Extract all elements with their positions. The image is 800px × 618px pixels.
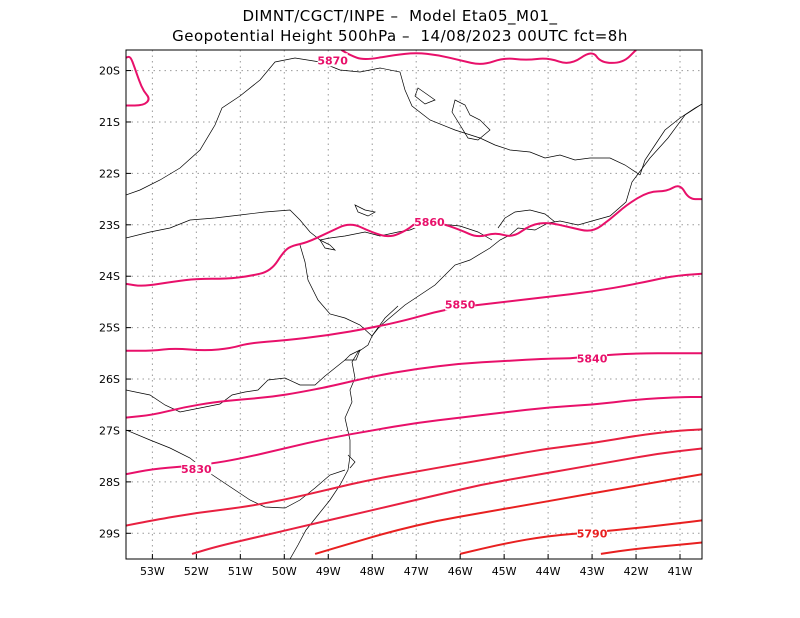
lon-tick-label: 48W bbox=[360, 565, 385, 578]
state-border bbox=[299, 244, 373, 337]
coastline-detail bbox=[344, 305, 399, 469]
contour-labels: 5870 5860 5850 5840 5830 5790 bbox=[181, 53, 608, 540]
state-border bbox=[126, 57, 641, 196]
contour-label: 5860 bbox=[414, 216, 445, 229]
lon-tick-label: 50W bbox=[272, 565, 297, 578]
map-subtitle: Geopotential Height 500hPa – 14/08/2023 … bbox=[172, 27, 628, 45]
contour-label-background bbox=[445, 297, 476, 311]
lat-tick-label: 21S bbox=[99, 116, 120, 129]
lon-tick-label: 42W bbox=[624, 565, 649, 578]
plot-frame bbox=[125, 49, 703, 560]
contour-label: 5790 bbox=[577, 527, 608, 540]
lon-tick-label: 52W bbox=[184, 565, 209, 578]
state-border bbox=[126, 359, 346, 413]
lat-tick-label: 29S bbox=[99, 527, 120, 540]
lat-tick-label: 28S bbox=[99, 476, 120, 489]
state-border bbox=[639, 103, 702, 176]
contour-line-5800 bbox=[314, 473, 702, 555]
contour-label-background bbox=[577, 351, 608, 365]
contour-line-5860 bbox=[126, 185, 702, 287]
lon-tick-label: 47W bbox=[404, 565, 429, 578]
contour-line-5780 bbox=[600, 541, 702, 555]
contour-line-5820 bbox=[126, 428, 702, 527]
contour-label: 5830 bbox=[181, 463, 212, 476]
state-border bbox=[497, 209, 556, 229]
contour-label-background bbox=[414, 215, 445, 229]
contour-line-5830 bbox=[126, 396, 702, 476]
lon-tick-label: 45W bbox=[492, 565, 517, 578]
lake-outline bbox=[414, 87, 491, 141]
lat-tick-label: 24S bbox=[99, 270, 120, 283]
lon-tick-label: 41W bbox=[668, 565, 693, 578]
contour-label: 5840 bbox=[577, 352, 608, 365]
coastline bbox=[289, 103, 702, 559]
lat-tick-label: 20S bbox=[99, 65, 120, 78]
lon-tick-label: 44W bbox=[536, 565, 561, 578]
contour-label: 5870 bbox=[317, 54, 348, 67]
contour-line-5790 bbox=[459, 519, 702, 555]
axis-tick-labels: 53W 52W 51W 50W 49W 48W 47W 46W 45W 44W 43W 42W 41W 2… bbox=[99, 65, 693, 578]
contour-line-5850 bbox=[126, 272, 702, 352]
graticule-grid bbox=[126, 50, 702, 559]
lat-tick-label: 22S bbox=[99, 167, 120, 180]
reservoir-outline bbox=[319, 204, 376, 251]
contour-label-background bbox=[317, 53, 348, 67]
contour-line-5840 bbox=[126, 352, 702, 419]
lat-tick-label: 23S bbox=[99, 219, 120, 232]
contour-label-background bbox=[577, 526, 608, 540]
lon-tick-label: 51W bbox=[228, 565, 253, 578]
contour-line-5810 bbox=[191, 447, 702, 555]
height-contours bbox=[126, 50, 702, 555]
lon-tick-label: 46W bbox=[448, 565, 473, 578]
coastline-and-borders bbox=[126, 57, 702, 559]
lat-tick-label: 25S bbox=[99, 322, 120, 335]
lon-tick-label: 43W bbox=[580, 565, 605, 578]
state-border bbox=[126, 429, 346, 509]
lon-tick-label: 49W bbox=[316, 565, 341, 578]
contour-label-background bbox=[181, 462, 212, 476]
contour-label: 5850 bbox=[445, 299, 476, 312]
map-title: DIMNT/CGCT/INPE – Model Eta05_M01_ bbox=[242, 7, 558, 25]
contour-line-5870 bbox=[126, 55, 150, 107]
lat-tick-label: 27S bbox=[99, 424, 120, 437]
lon-tick-label: 53W bbox=[140, 565, 165, 578]
lat-tick-label: 26S bbox=[99, 373, 120, 386]
contour-line-5870 bbox=[340, 50, 637, 65]
